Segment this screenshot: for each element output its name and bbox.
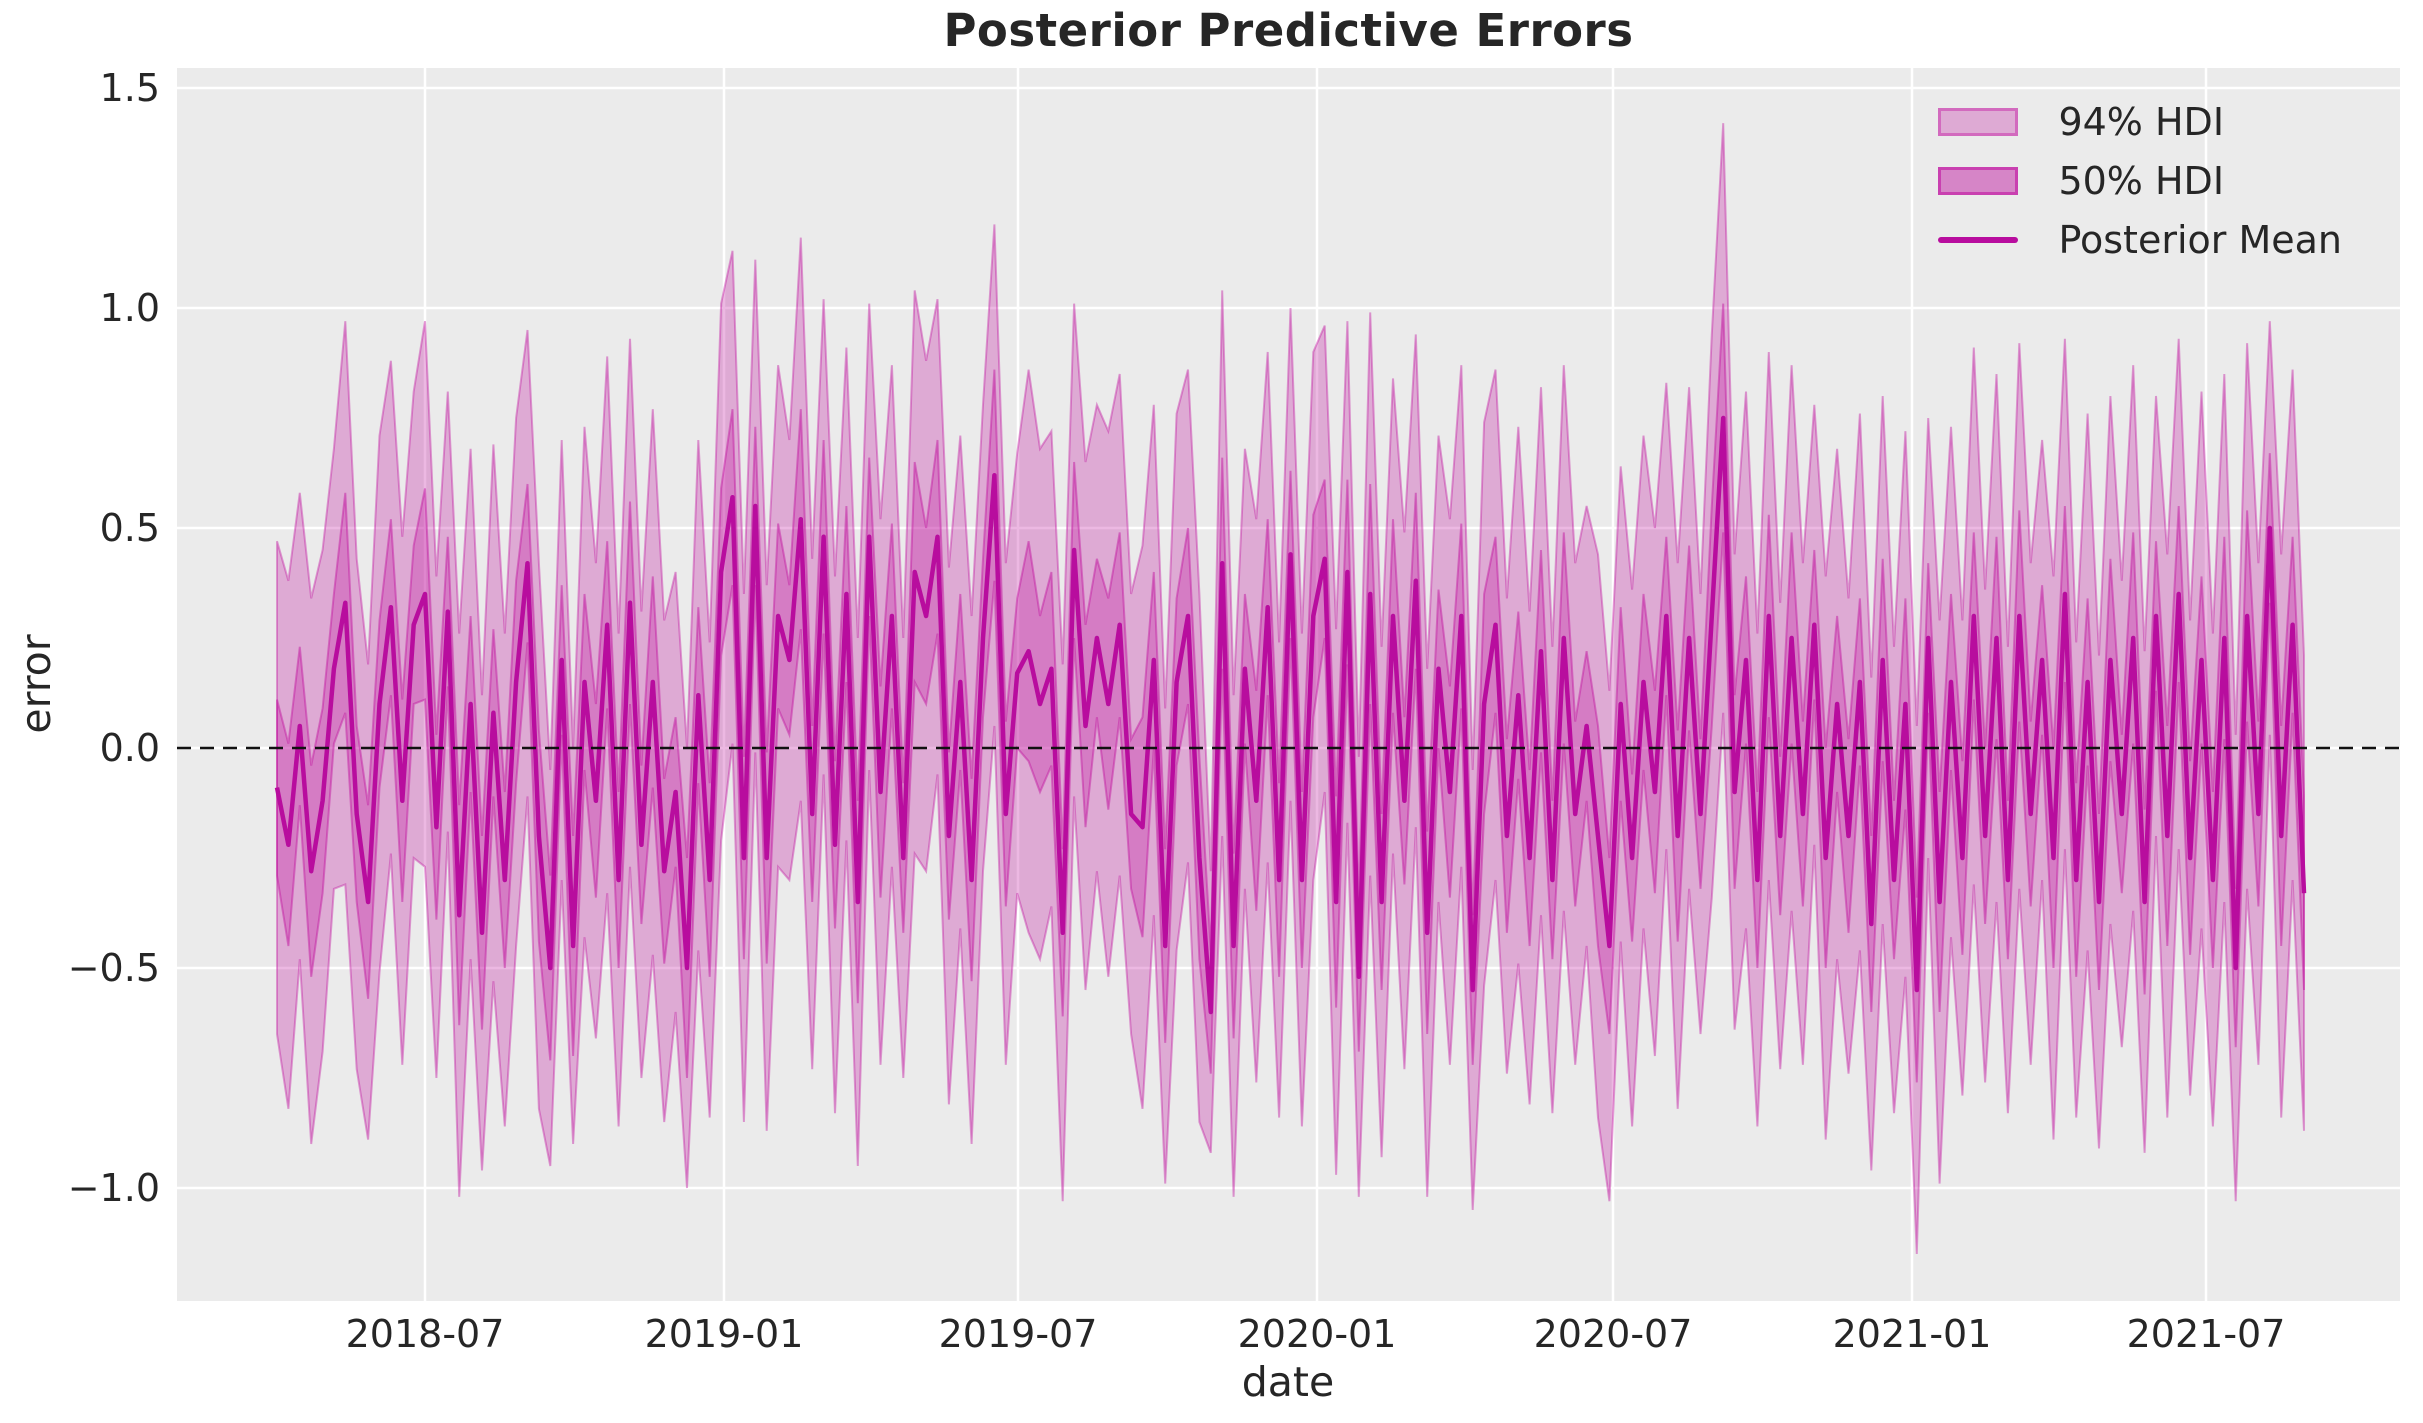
legend-item-posterior-mean: Posterior Mean (1938, 218, 2342, 262)
y-tick-label: 0.5 (99, 506, 160, 550)
chart-canvas (177, 68, 2400, 1301)
legend-item-50-hdi: 50% HDI (1938, 159, 2342, 203)
x-tick-label: 2019-07 (938, 1312, 1098, 1356)
mean-line-swatch-icon (1938, 237, 2019, 243)
chart-title: Posterior Predictive Errors (943, 4, 1634, 57)
y-axis-label: error (12, 634, 60, 734)
legend-label: 94% HDI (2058, 100, 2225, 144)
x-tick-label: 2019-01 (644, 1312, 804, 1356)
x-tick-label: 2020-07 (1533, 1312, 1693, 1356)
legend: 94% HDI 50% HDI Posterior Mean (1938, 100, 2342, 262)
hdi94-swatch-icon (1938, 108, 2019, 136)
legend-label: Posterior Mean (2058, 218, 2342, 262)
hdi50-swatch-icon (1938, 167, 2019, 195)
y-tick-label: 0.0 (99, 726, 160, 770)
x-tick-label: 2018-07 (345, 1312, 505, 1356)
plot-area: 94% HDI 50% HDI Posterior Mean (177, 68, 2400, 1301)
y-tick-label: 1.0 (99, 286, 160, 330)
x-axis-label: date (1241, 1358, 1335, 1406)
y-tick-label: 1.5 (99, 66, 160, 110)
x-tick-label: 2021-01 (1832, 1312, 1992, 1356)
y-tick-label: −1.0 (67, 1166, 160, 1210)
legend-label: 50% HDI (2058, 159, 2225, 203)
y-tick-label: −0.5 (67, 946, 160, 990)
legend-item-94-hdi: 94% HDI (1938, 100, 2342, 144)
x-tick-label: 2020-01 (1237, 1312, 1397, 1356)
x-tick-label: 2021-07 (2126, 1312, 2286, 1356)
